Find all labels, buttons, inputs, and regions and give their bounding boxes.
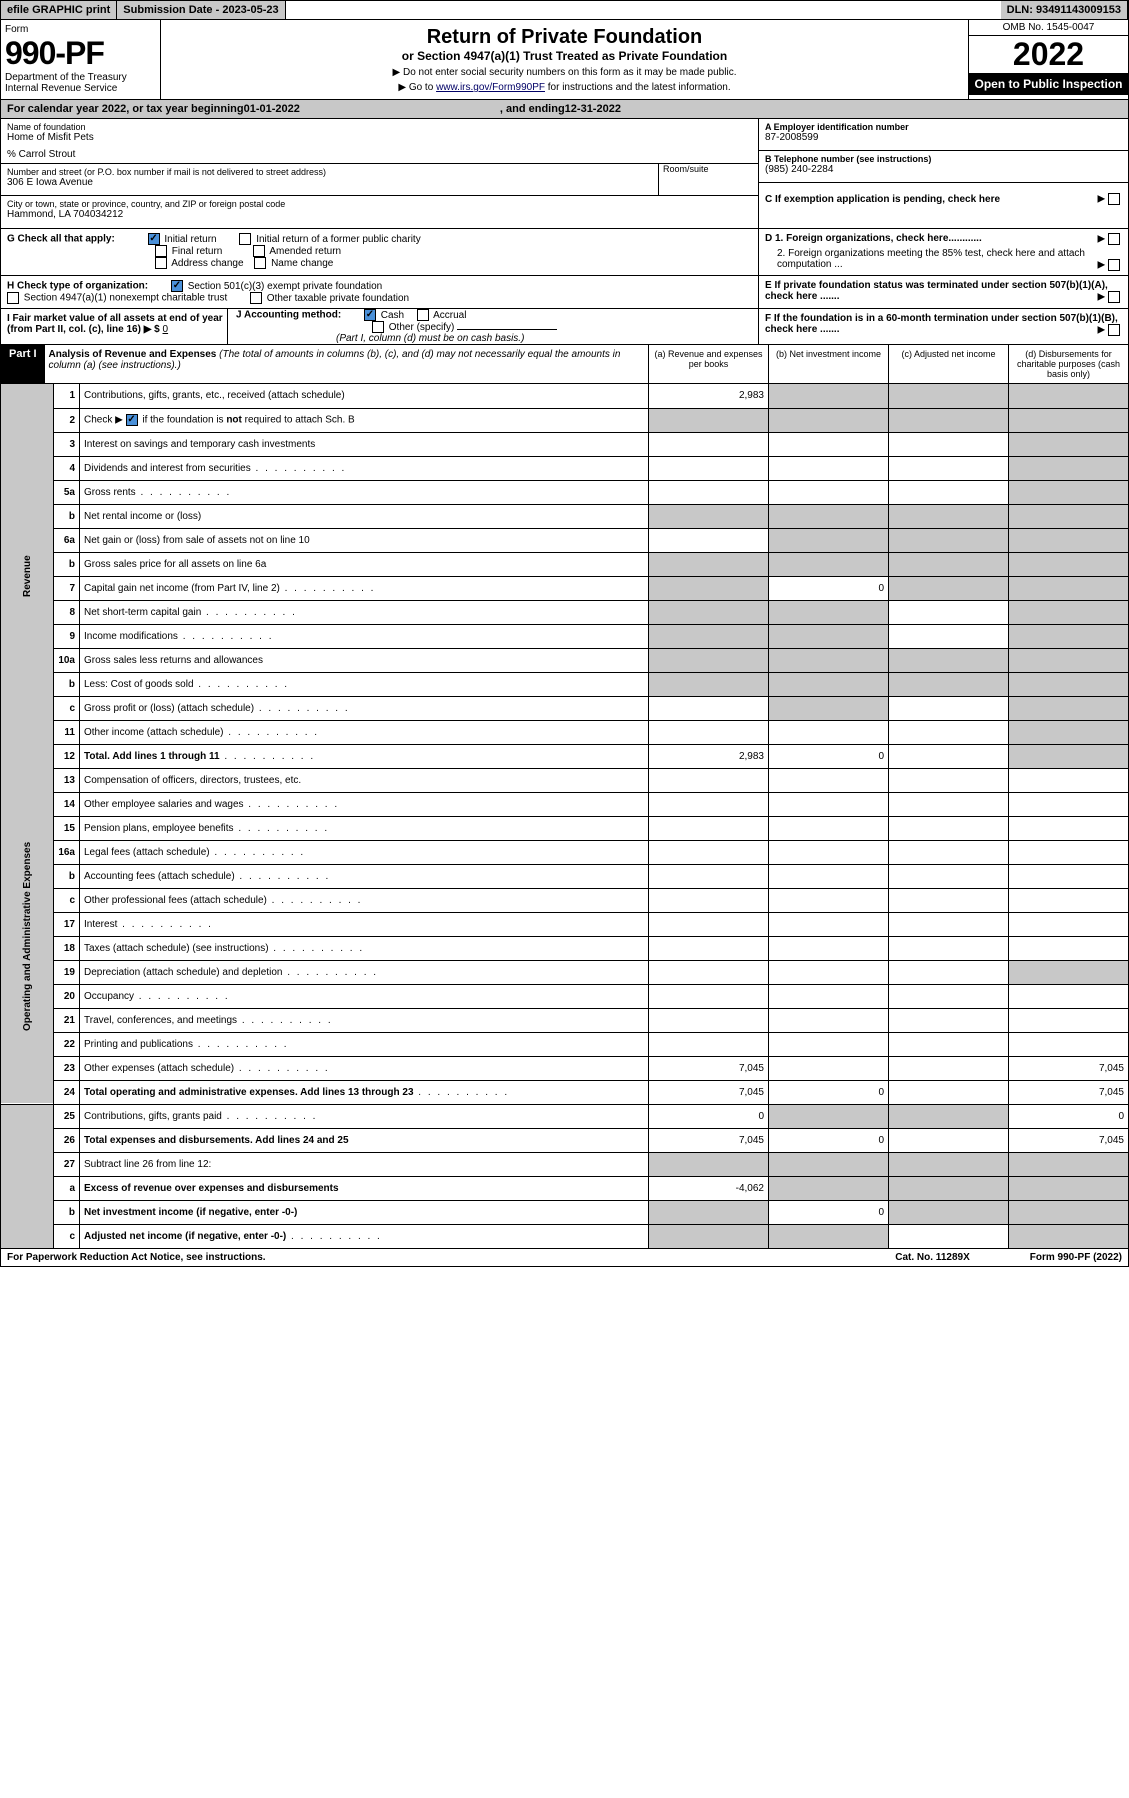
checkbox-4947[interactable] xyxy=(7,292,19,304)
revenue-side-label: Revenue xyxy=(1,384,54,768)
form-ref: Form 990-PF (2022) xyxy=(1030,1252,1122,1263)
expenses-side-label: Operating and Administrative Expenses xyxy=(1,768,54,1104)
checkbox-initial-public[interactable] xyxy=(239,233,251,245)
open-public: Open to Public Inspection xyxy=(969,73,1128,95)
col-d: (d) Disbursements for charitable purpose… xyxy=(1008,345,1128,383)
checkbox-other-taxable[interactable] xyxy=(250,292,262,304)
ssn-note: ▶ Do not enter social security numbers o… xyxy=(167,67,962,78)
link-note: ▶ Go to www.irs.gov/Form990PF for instru… xyxy=(167,82,962,93)
cat-no: Cat. No. 11289X xyxy=(895,1252,969,1263)
form-label: Form xyxy=(5,24,156,35)
submission-date-label: Submission Date - 2023-05-23 xyxy=(117,1,285,19)
tax-year: 2022 xyxy=(969,36,1128,73)
form-header: Form 990-PF Department of the Treasury I… xyxy=(0,20,1129,100)
calendar-year-row: For calendar year 2022, or tax year begi… xyxy=(0,100,1129,119)
checkbox-initial-return[interactable] xyxy=(148,233,160,245)
part1-table: Revenue 1Contributions, gifts, grants, e… xyxy=(0,384,1129,1249)
exemption-pending: C If exemption application is pending, c… xyxy=(759,183,1128,215)
efile-label: efile GRAPHIC print xyxy=(1,1,117,19)
part1-header: Part I Analysis of Revenue and Expenses … xyxy=(0,345,1129,384)
section-h-e: H Check type of organization: Section 50… xyxy=(0,276,1129,309)
checkbox-accrual[interactable] xyxy=(417,309,429,321)
city-block: City or town, state or province, country… xyxy=(1,196,758,228)
foundation-info: Name of foundation Home of Misfit Pets %… xyxy=(0,119,1129,229)
checkbox-other-method[interactable] xyxy=(372,321,384,333)
checkbox-final[interactable] xyxy=(155,245,167,257)
checkbox-addr-change[interactable] xyxy=(155,257,167,269)
paperwork-note: For Paperwork Reduction Act Notice, see … xyxy=(7,1252,266,1263)
form-title: Return of Private Foundation xyxy=(167,26,962,49)
dept-irs: Internal Revenue Service xyxy=(5,83,156,94)
top-bar: efile GRAPHIC print Submission Date - 20… xyxy=(0,0,1129,20)
checkbox-d1[interactable] xyxy=(1108,233,1120,245)
checkbox-cash[interactable] xyxy=(364,309,376,321)
col-b: (b) Net investment income xyxy=(768,345,888,383)
footer: For Paperwork Reduction Act Notice, see … xyxy=(0,1249,1129,1267)
checkbox-d2[interactable] xyxy=(1108,259,1120,271)
part1-label: Part I xyxy=(1,345,45,383)
checkbox-c[interactable] xyxy=(1108,193,1120,205)
dept-treasury: Department of the Treasury xyxy=(5,72,156,83)
checkbox-schb[interactable] xyxy=(126,414,138,426)
checkbox-501c3[interactable] xyxy=(171,280,183,292)
checkbox-name-change[interactable] xyxy=(254,257,266,269)
checkbox-amended[interactable] xyxy=(253,245,265,257)
checkbox-e[interactable] xyxy=(1108,291,1120,303)
phone-block: B Telephone number (see instructions) (9… xyxy=(759,151,1128,183)
omb-number: OMB No. 1545-0047 xyxy=(969,20,1128,36)
checkbox-f[interactable] xyxy=(1108,324,1120,336)
name-block: Name of foundation Home of Misfit Pets %… xyxy=(1,119,758,164)
section-g-d: G Check all that apply: Initial return I… xyxy=(0,229,1129,276)
dln: DLN: 93491143009153 xyxy=(1001,1,1128,19)
irs-link[interactable]: www.irs.gov/Form990PF xyxy=(436,82,545,93)
section-i-j-f: I Fair market value of all assets at end… xyxy=(0,309,1129,345)
form-number: 990-PF xyxy=(5,35,156,72)
ein-block: A Employer identification number 87-2008… xyxy=(759,119,1128,151)
address-block: Number and street (or P.O. box number if… xyxy=(1,164,758,196)
col-a: (a) Revenue and expenses per books xyxy=(648,345,768,383)
form-subtitle: or Section 4947(a)(1) Trust Treated as P… xyxy=(167,49,962,63)
col-c: (c) Adjusted net income xyxy=(888,345,1008,383)
